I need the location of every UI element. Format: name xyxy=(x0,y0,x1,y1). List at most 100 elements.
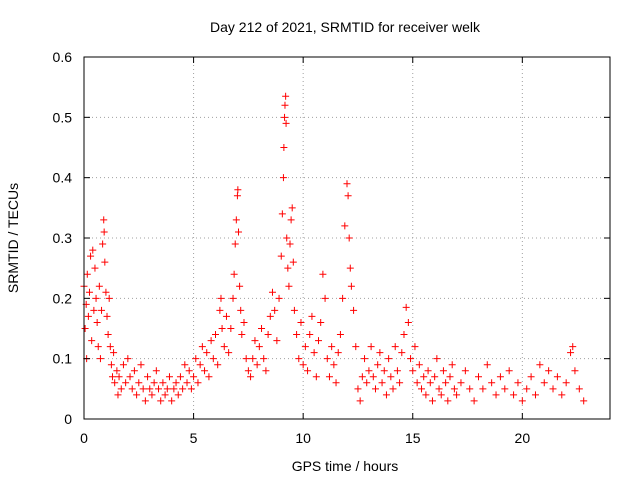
data-point xyxy=(124,355,132,363)
data-point xyxy=(420,373,428,381)
chart-title: Day 212 of 2021, SRMTID for receiver wel… xyxy=(210,19,481,35)
data-point xyxy=(558,391,566,399)
data-point xyxy=(183,379,191,387)
data-point xyxy=(159,379,167,387)
data-point xyxy=(148,391,156,399)
data-point xyxy=(135,379,143,387)
data-point xyxy=(426,379,434,387)
data-point xyxy=(400,331,408,339)
data-point xyxy=(435,385,443,393)
data-point xyxy=(391,343,399,351)
data-point xyxy=(227,325,235,332)
data-point xyxy=(444,397,452,405)
data-point xyxy=(501,385,509,393)
data-point xyxy=(505,367,513,375)
data-point xyxy=(287,216,295,224)
data-point xyxy=(218,325,226,332)
data-point xyxy=(91,264,99,272)
data-point xyxy=(103,312,111,320)
data-point xyxy=(315,337,323,345)
data-point xyxy=(407,355,415,363)
data-point xyxy=(119,361,127,369)
data-point xyxy=(174,391,182,399)
data-point xyxy=(488,379,496,387)
data-point xyxy=(279,174,287,182)
data-point xyxy=(409,367,417,375)
data-point xyxy=(176,373,184,381)
data-point xyxy=(461,367,469,375)
data-point xyxy=(483,361,491,369)
data-point xyxy=(328,343,336,351)
data-points xyxy=(80,92,588,405)
y-tick-label: 0.4 xyxy=(53,170,73,186)
data-point xyxy=(398,349,406,357)
data-point xyxy=(198,343,206,351)
data-point xyxy=(271,306,279,314)
data-point xyxy=(155,385,163,393)
data-point xyxy=(466,385,474,393)
data-point xyxy=(168,397,176,405)
data-point xyxy=(450,385,458,393)
data-point xyxy=(369,373,377,381)
data-point xyxy=(249,355,257,363)
data-point xyxy=(104,331,112,339)
data-point xyxy=(496,373,504,381)
data-point xyxy=(385,355,393,363)
data-point xyxy=(310,349,318,357)
data-point xyxy=(334,349,342,357)
data-point xyxy=(308,312,316,320)
data-point xyxy=(523,385,531,393)
data-point xyxy=(567,349,575,357)
data-point xyxy=(453,391,461,399)
data-point xyxy=(378,379,386,387)
data-point xyxy=(92,294,100,302)
data-point xyxy=(285,282,293,290)
grid-lines xyxy=(84,57,610,419)
data-point xyxy=(234,186,242,194)
data-point xyxy=(280,144,288,151)
data-point xyxy=(569,343,577,351)
data-point xyxy=(242,355,250,363)
data-point xyxy=(201,367,209,375)
data-point xyxy=(457,379,465,387)
data-point xyxy=(194,379,202,387)
data-point xyxy=(115,373,123,381)
data-point xyxy=(282,92,290,100)
data-point xyxy=(428,397,436,405)
data-point xyxy=(510,391,518,399)
data-point xyxy=(365,367,373,375)
data-point xyxy=(518,397,526,405)
data-point xyxy=(128,385,136,393)
data-point xyxy=(81,325,89,332)
data-point xyxy=(278,210,286,218)
data-point xyxy=(514,379,522,387)
data-point xyxy=(122,379,130,387)
data-point xyxy=(187,385,195,393)
data-point xyxy=(345,234,353,242)
data-point xyxy=(304,367,312,375)
data-point xyxy=(203,349,211,357)
data-point xyxy=(376,349,384,357)
data-point xyxy=(146,385,154,393)
data-point xyxy=(411,343,419,351)
data-point xyxy=(402,303,410,311)
y-tick-label: 0.6 xyxy=(53,49,73,65)
data-point xyxy=(343,180,351,188)
data-point xyxy=(358,373,366,381)
data-point xyxy=(196,361,204,369)
data-point xyxy=(275,294,283,302)
data-point xyxy=(98,306,106,314)
data-point xyxy=(107,361,115,369)
data-point xyxy=(225,349,233,357)
data-point xyxy=(536,361,544,369)
data-point xyxy=(144,373,152,381)
data-point xyxy=(321,294,329,302)
data-point xyxy=(172,379,180,387)
data-point xyxy=(190,373,198,381)
data-point xyxy=(264,331,272,339)
data-point xyxy=(317,318,325,326)
data-point xyxy=(102,288,110,296)
data-point xyxy=(439,367,447,375)
data-point xyxy=(531,391,539,399)
